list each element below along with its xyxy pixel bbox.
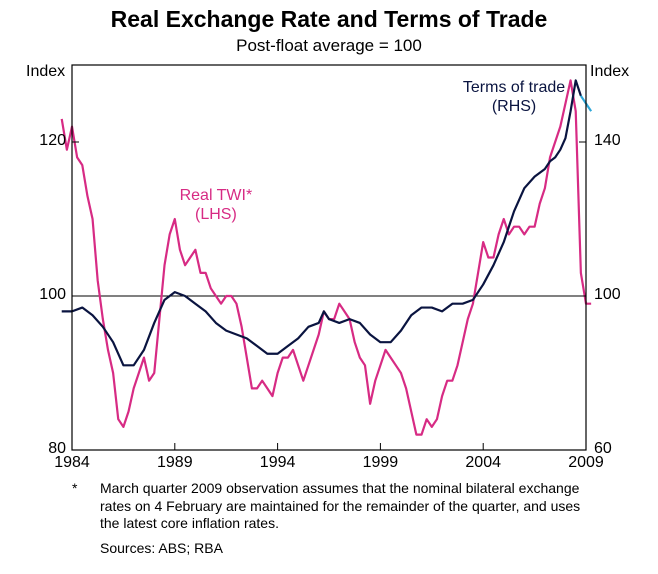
x-tick: 1989 xyxy=(153,454,197,472)
footnote: *March quarter 2009 observation assumes … xyxy=(72,480,612,533)
plot-svg xyxy=(72,65,586,450)
x-tick: 1999 xyxy=(358,454,402,472)
x-tick: 1994 xyxy=(256,454,300,472)
chart-subtitle: Post-float average = 100 xyxy=(0,36,658,56)
series-label: Real TWI*(LHS) xyxy=(156,186,276,224)
chart-title: Real Exchange Rate and Terms of Trade xyxy=(0,6,658,33)
footnote-text: March quarter 2009 observation assumes t… xyxy=(100,480,600,533)
right-tick: 140 xyxy=(594,132,621,150)
right-tick: 100 xyxy=(594,286,621,304)
left-axis-label: Index xyxy=(26,63,65,81)
x-tick: 2009 xyxy=(564,454,608,472)
left-tick: 100 xyxy=(30,286,66,304)
series-label: Terms of trade(RHS) xyxy=(454,78,574,116)
left-tick: 120 xyxy=(30,132,66,150)
sources: Sources: ABS; RBA xyxy=(100,540,223,558)
x-tick: 2004 xyxy=(461,454,505,472)
right-axis-label: Index xyxy=(590,63,629,81)
x-tick: 1984 xyxy=(50,454,94,472)
footnote-star: * xyxy=(72,480,100,498)
chart-container: Real Exchange Rate and Terms of Trade Po… xyxy=(0,0,658,574)
plot-area xyxy=(72,65,586,450)
